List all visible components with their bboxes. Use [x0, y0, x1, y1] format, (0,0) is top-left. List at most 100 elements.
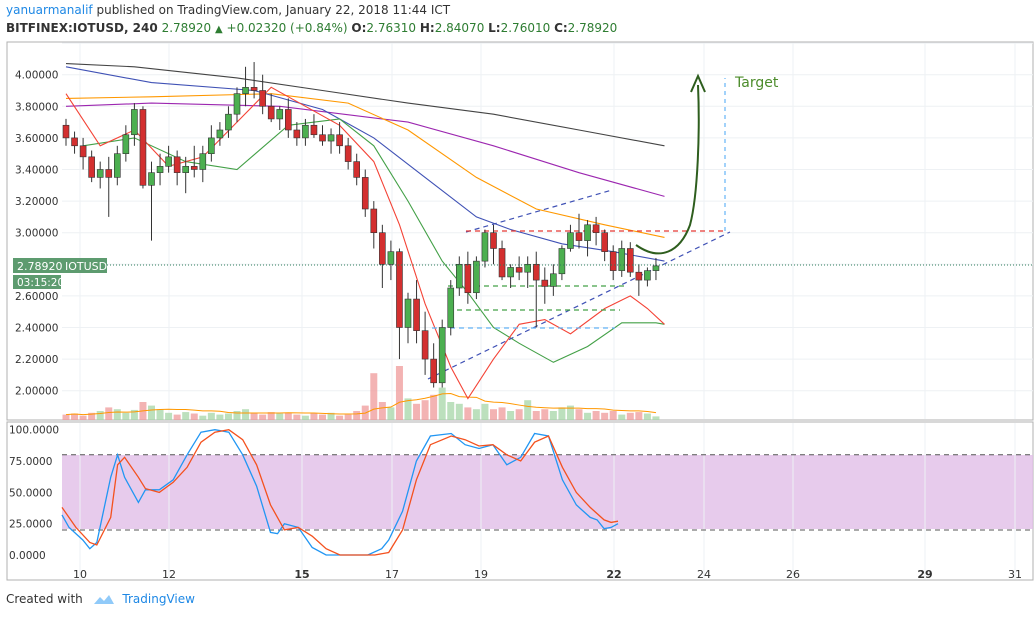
candle-down	[601, 232, 608, 252]
volume-ma-line	[65, 393, 657, 416]
volume-bar	[643, 413, 651, 420]
volume-bars	[62, 366, 660, 420]
author-link[interactable]: yanuarmanalif	[6, 3, 93, 17]
stoch-tick-label: 100.0000	[9, 425, 59, 437]
time-axis-labels: 10 12 15 17 19 22 24 26 29 31	[73, 568, 1022, 581]
candle-up	[302, 124, 309, 139]
open-label: O:	[351, 21, 367, 35]
target-arrow-curve[interactable]	[635, 84, 700, 255]
volume-bar	[344, 414, 352, 420]
candle-up	[455, 263, 463, 289]
low-value: 2.76010	[500, 21, 551, 35]
volume-bar	[498, 407, 506, 420]
volume-bar	[601, 412, 609, 420]
candle-up	[165, 156, 172, 167]
tradingview-link[interactable]: TradingView	[122, 592, 195, 606]
footer: Created with TradingView	[6, 592, 195, 606]
candle-up	[507, 267, 514, 278]
moving-average-black	[65, 63, 665, 147]
moving-average-orange	[65, 93, 665, 238]
price-tag-symbol: IOTUSD	[65, 260, 107, 273]
volume-bar	[592, 411, 600, 420]
up-arrow-icon: ▲	[215, 24, 223, 35]
volume-bar	[79, 415, 87, 420]
volume-bar	[541, 409, 549, 420]
publication-info: yanuarmanalif published on TradingView.c…	[6, 3, 450, 17]
candle-down	[79, 145, 87, 158]
candle-up	[114, 153, 121, 178]
price-tick-label: 3.40000	[15, 164, 58, 176]
price-tag-box	[13, 258, 107, 273]
volume-bar	[224, 413, 232, 420]
volume-bar	[635, 412, 643, 420]
candles	[62, 62, 660, 388]
volume-bar	[71, 413, 79, 420]
candle-down	[490, 232, 497, 249]
triangle-support-line[interactable]	[427, 231, 731, 380]
candle-down	[344, 145, 352, 162]
volume-bar	[113, 409, 121, 420]
candle-down	[267, 105, 275, 120]
volume-bar	[609, 411, 617, 420]
stoch-band	[62, 455, 1033, 529]
candle-up	[233, 93, 241, 115]
stoch-tick-label: 0.0000	[9, 550, 46, 562]
candle-down	[284, 109, 292, 131]
volume-bar	[353, 411, 361, 420]
price-tick-label: 3.80000	[15, 101, 58, 113]
stochastic-lines	[61, 429, 619, 556]
published-text: published on TradingView.com, January 22…	[96, 3, 451, 17]
candle-down	[515, 267, 523, 273]
volume-bar	[233, 411, 241, 420]
last-price: 2.78920	[161, 21, 212, 35]
price-tick-label: 4.00000	[15, 70, 58, 82]
volume-bar	[626, 412, 634, 420]
candle-down	[139, 109, 147, 186]
candle-down	[310, 124, 318, 136]
time-tick-label: 24	[697, 568, 711, 581]
stoch-tick-label: 50.0000	[9, 487, 52, 499]
price-tag-value: 2.78920	[17, 260, 63, 273]
candle-down	[88, 156, 95, 178]
candle-down	[413, 298, 420, 331]
triangle-resistance-line[interactable]	[465, 189, 613, 233]
volume-bar	[481, 403, 489, 420]
volume-bar	[130, 409, 138, 420]
price-tag[interactable]: 2.78920 IOTUSD 03:15:20	[13, 258, 107, 289]
candle-up	[558, 248, 566, 275]
close-value: 2.78920	[567, 21, 618, 35]
candle-up	[550, 273, 557, 287]
volume-bar	[507, 411, 515, 420]
price-tick-label: 2.00000	[15, 386, 58, 398]
volume-bar	[259, 414, 267, 420]
stoch-tick-label: 25.0000	[9, 519, 52, 531]
candle-up	[182, 166, 189, 173]
volume-bar	[395, 366, 403, 420]
volume-bar	[173, 414, 181, 420]
volume-bar	[387, 407, 395, 420]
candle-down	[421, 330, 429, 360]
candle-up	[644, 270, 651, 281]
symbol-label[interactable]: BITFINEX:IOTUSD, 240	[6, 21, 158, 35]
candle-up	[131, 109, 138, 136]
countdown-box	[13, 275, 61, 289]
volume-bar	[455, 403, 463, 420]
candle-down	[430, 358, 437, 384]
volume-bar	[575, 409, 583, 420]
time-tick-label: 17	[385, 568, 399, 581]
candle-down	[293, 129, 301, 139]
volume-bar	[216, 414, 224, 420]
volume-bar	[558, 407, 566, 420]
candle-up	[404, 298, 412, 328]
candle-up	[618, 248, 626, 271]
time-tick-label: 12	[162, 568, 176, 581]
candle-down	[635, 271, 643, 281]
volume-bar	[310, 413, 318, 420]
candle-down	[190, 166, 198, 170]
stoch-line-red	[61, 429, 619, 556]
candle-up	[567, 232, 574, 249]
low-label: L:	[488, 21, 501, 35]
candle-up	[387, 251, 395, 265]
volume-bar	[199, 415, 207, 420]
